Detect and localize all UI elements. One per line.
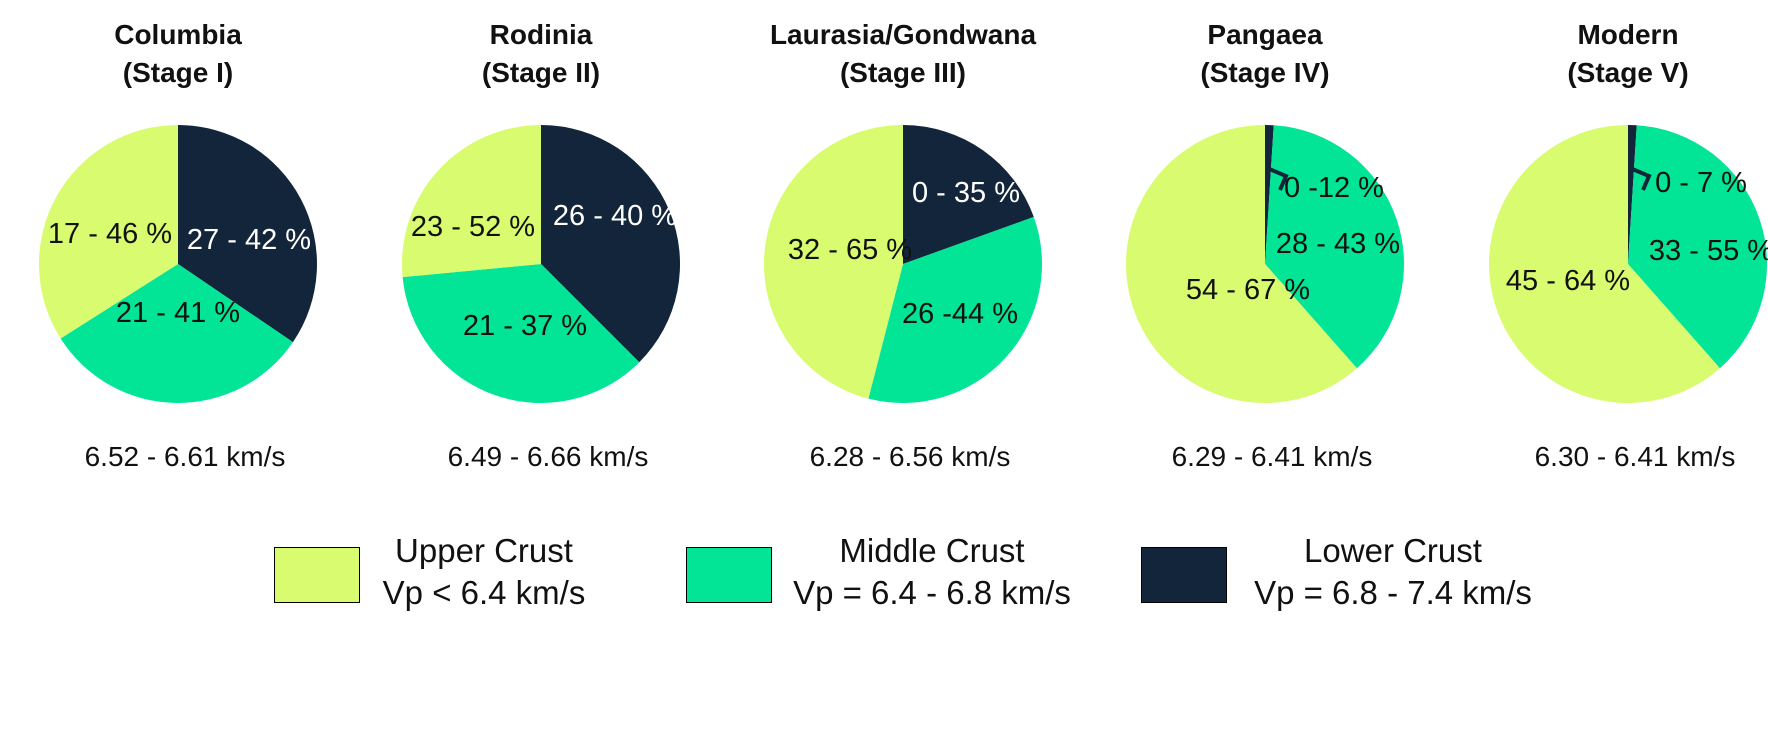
pie-slice-label-middle: 21 - 37 % [463, 310, 587, 342]
pie-chart-2: Rodinia (Stage II) 26 - 40 % 21 - 37 % 23 - … [402, 19, 681, 472]
pie-slice-upper [402, 125, 541, 278]
pie-slice-upper [764, 125, 903, 399]
pie-slice-lower [903, 125, 1034, 264]
pie-title: Rodinia [490, 19, 593, 50]
pie-slice-label-lower: 26 - 40 % [553, 200, 677, 232]
pie-slice-label-upper: 23 - 52 % [411, 211, 535, 243]
pie-slice-label-middle: 33 - 55 % [1649, 235, 1768, 267]
pie-slice-label-middle: 26 -44 % [902, 298, 1018, 330]
pie-slice-middle [402, 264, 640, 404]
pie-leader-line [1629, 166, 1652, 191]
pie-slice-label-upper: 54 - 67 % [1186, 274, 1310, 306]
pie-slice-lower [541, 124, 681, 363]
pie-title: Modern [1577, 19, 1678, 50]
pie-chart-1: Columbia (Stage I) 27 - 42 % 21 - 41 % 17 - … [39, 19, 317, 472]
pie-slice-upper [39, 125, 178, 339]
pie-chart-3: Laurasia/Gondwana (Stage III) 0 - 35 % 26 -… [764, 19, 1042, 472]
pie-slice-label-middle: 28 - 43 % [1276, 228, 1400, 260]
pie-slice-middle [1628, 125, 1768, 369]
legend-range-upper: Vp < 6.4 km/s [382, 574, 586, 611]
pie-leader-line [1266, 166, 1289, 191]
pie-subtitle: (Stage V) [1567, 57, 1688, 88]
legend-text-lower: Lower Crust Vp = 6.8 - 7.4 km/s [1243, 530, 1543, 614]
pie-slice-middle [60, 264, 293, 403]
legend-text-middle: Middle Crust Vp = 6.4 - 6.8 km/s [782, 530, 1082, 614]
legend-label-middle: Middle Crust [839, 532, 1025, 569]
pie-slice-lower [1265, 124, 1274, 264]
pie-slice-upper [1489, 125, 1720, 403]
pie-slice-lower [1628, 124, 1637, 264]
pie-chart-5: Modern (Stage V) 0 - 7 % 33 - 55 % 45 - 64 %… [1489, 19, 1768, 472]
pie-title: Pangaea [1207, 19, 1323, 50]
pie-charts: Columbia (Stage I) 27 - 42 % 21 - 41 % 17 - … [39, 19, 1768, 472]
pie-slice-label-upper: 45 - 64 % [1506, 265, 1630, 297]
legend-swatch-lower [1141, 547, 1227, 603]
pie-velocity-label: 6.52 - 6.61 km/s [85, 441, 286, 472]
pie-subtitle: (Stage I) [123, 57, 233, 88]
pie-slice-label-middle: 21 - 41 % [116, 297, 240, 329]
pie-velocity-label: 6.30 - 6.41 km/s [1535, 441, 1736, 472]
legend-range-middle: Vp = 6.4 - 6.8 km/s [793, 574, 1071, 611]
pie-velocity-label: 6.28 - 6.56 km/s [810, 441, 1011, 472]
pie-subtitle: (Stage III) [840, 57, 966, 88]
pie-slice-middle [1265, 125, 1405, 369]
pie-slice-lower [178, 125, 317, 343]
pie-slice-label-lower: 0 -12 % [1284, 172, 1384, 204]
pie-velocity-label: 6.49 - 6.66 km/s [448, 441, 649, 472]
pie-slice-upper [1126, 125, 1357, 403]
legend-range-lower: Vp = 6.8 - 7.4 km/s [1254, 574, 1532, 611]
pie-slice-label-lower: 27 - 42 % [187, 224, 311, 256]
pie-velocity-label: 6.29 - 6.41 km/s [1172, 441, 1373, 472]
pie-title: Laurasia/Gondwana [770, 19, 1036, 50]
pie-slice-label-upper: 32 - 65 % [788, 234, 912, 266]
pie-subtitle: (Stage II) [482, 57, 600, 88]
pie-slice-label-upper: 17 - 46 % [48, 218, 172, 250]
pie-chart-4: Pangaea (Stage IV) 0 -12 % 28 - 43 % 54 - 67… [1126, 19, 1405, 472]
pie-slice-middle [868, 216, 1042, 403]
pie-subtitle: (Stage IV) [1200, 57, 1329, 88]
pie-slice-label-lower: 0 - 7 % [1655, 167, 1747, 199]
legend-swatch-upper [274, 547, 360, 603]
legend-swatch-middle [686, 547, 772, 603]
legend-text-upper: Upper Crust Vp < 6.4 km/s [374, 530, 594, 614]
pie-slice-label-lower: 0 - 35 % [912, 177, 1020, 209]
pie-title: Columbia [114, 19, 242, 50]
legend: Upper Crust Vp < 6.4 km/s Middle Crust V… [0, 530, 1768, 611]
legend-label-lower: Lower Crust [1304, 532, 1482, 569]
legend-label-upper: Upper Crust [395, 532, 573, 569]
